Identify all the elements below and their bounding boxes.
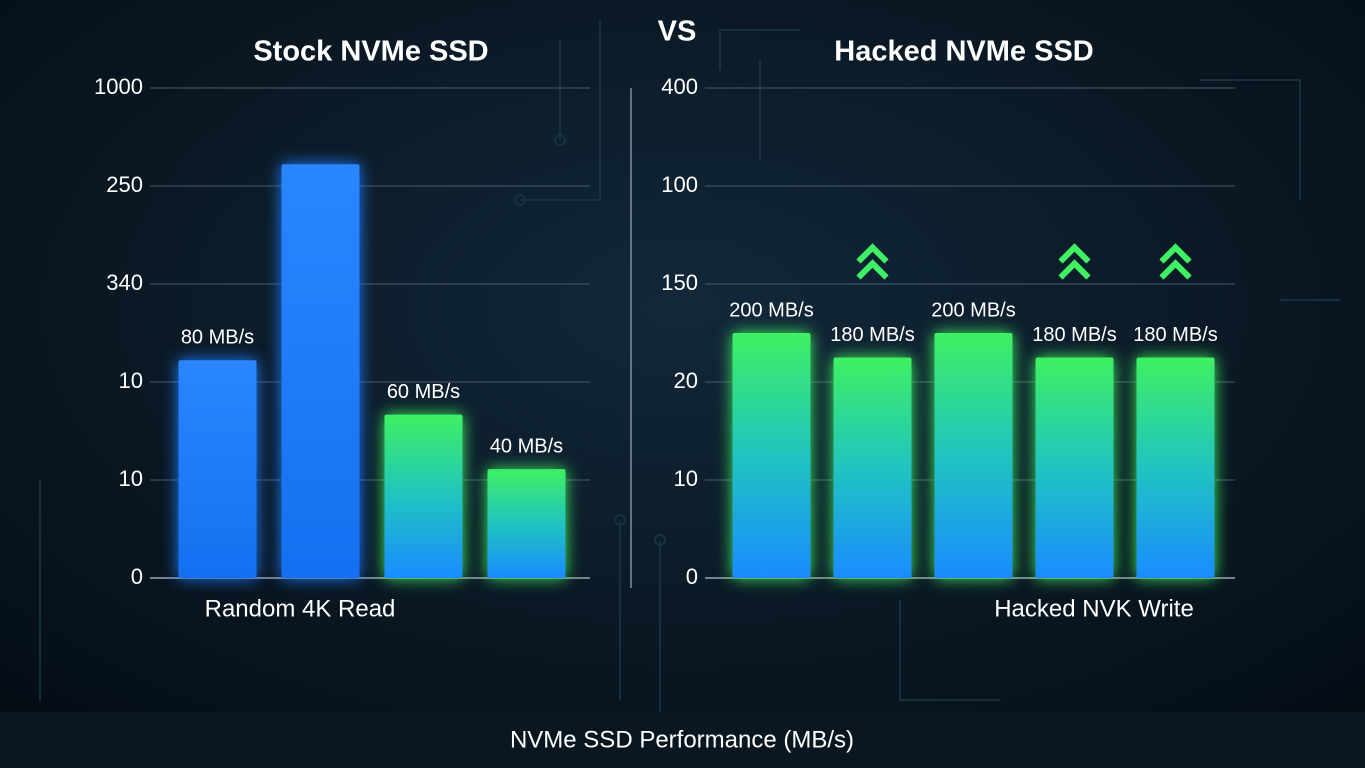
y-tick-label: 250 [106, 172, 143, 197]
y-tick-label: 150 [661, 270, 698, 295]
upgrade-chevron [1159, 243, 1192, 264]
upgrade-chevron [856, 243, 889, 264]
bar [1136, 357, 1215, 578]
y-tick-label: 1000 [94, 74, 143, 99]
y-tick-label: 10 [119, 368, 143, 393]
value-label: 80 MB/s [181, 327, 254, 349]
value-label: 60 MB/s [387, 381, 460, 403]
value-label: 180 MB/s [1032, 324, 1116, 346]
y-tick-label: 0 [686, 564, 698, 589]
y-tick-label: 0 [131, 564, 143, 589]
bar [934, 333, 1013, 578]
bar [487, 469, 566, 578]
bar [732, 333, 811, 578]
upgrade-chevron [856, 259, 889, 280]
value-label: 40 MB/s [490, 435, 563, 457]
x-axis-label: Random 4K Read [205, 595, 396, 622]
y-tick-label: 10 [119, 466, 143, 491]
vs-label: VS [658, 16, 697, 48]
value-label: 180 MB/s [830, 324, 914, 346]
value-label: 180 MB/s [1133, 324, 1217, 346]
bar [281, 164, 360, 578]
y-tick-label: 340 [106, 270, 143, 295]
y-tick-label: 400 [661, 74, 698, 99]
bar [1035, 357, 1114, 578]
y-tick-label: 10 [674, 466, 698, 491]
chart-title: Stock NVMe SSD [253, 36, 488, 68]
footer-label: NVMe SSD Performance (MB/s) [510, 726, 854, 753]
y-tick-label: 20 [674, 368, 698, 393]
x-axis-label: Hacked NVK Write [994, 595, 1194, 622]
bar [384, 414, 463, 578]
bar [833, 357, 912, 578]
circuit-decoration [39, 20, 1340, 720]
bar [178, 360, 257, 578]
upgrade-chevron [1058, 243, 1091, 264]
footer-bar [0, 712, 1365, 768]
upgrade-chevron [1159, 259, 1192, 280]
upgrade-chevron [1058, 259, 1091, 280]
value-label: 200 MB/s [729, 299, 813, 321]
chart-title: Hacked NVMe SSD [834, 36, 1094, 68]
value-label: 200 MB/s [931, 299, 1015, 321]
y-tick-label: 100 [661, 172, 698, 197]
